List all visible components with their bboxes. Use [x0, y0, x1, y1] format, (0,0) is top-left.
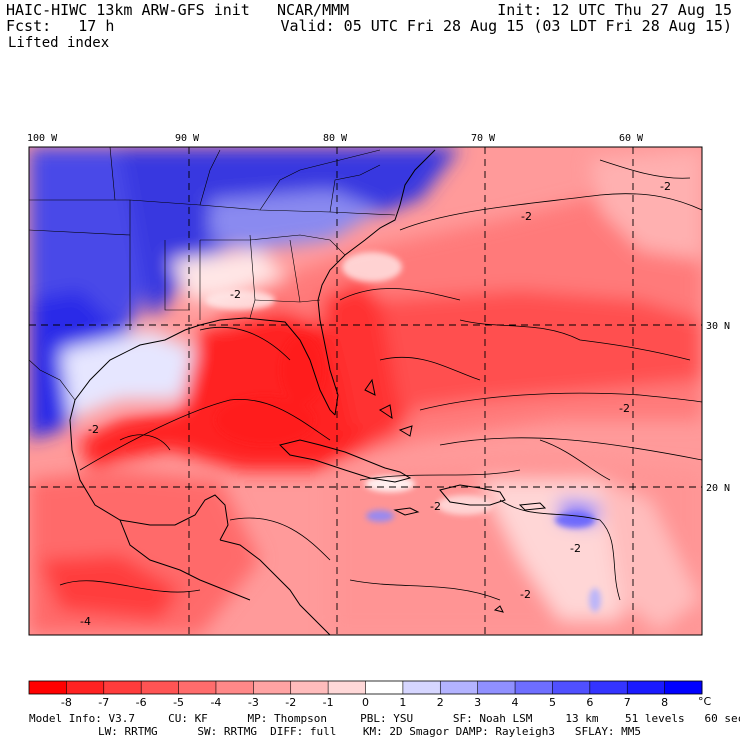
svg-text:-2: -2 — [660, 180, 671, 193]
colorbar-tick-label: -4 — [210, 696, 221, 709]
colorbar-swatch — [515, 681, 553, 694]
colorbar-tick-label: -2 — [285, 696, 296, 709]
colorbar-tick-label: -1 — [323, 696, 334, 709]
lon-label: 60 W — [619, 133, 644, 144]
forecast-hour: Fcst: 17 h — [6, 17, 115, 35]
lat-label: 20 N — [706, 483, 730, 494]
svg-text:-4: -4 — [80, 615, 91, 628]
colorbar-swatch — [66, 681, 105, 694]
colorbar-swatch — [253, 681, 292, 694]
colorbar-tick-label: 3 — [474, 696, 481, 709]
field-name: Lifted index — [8, 35, 110, 51]
colorbar-tick-label: -8 — [61, 696, 72, 709]
colorbar-swatch — [627, 681, 666, 694]
lifted-index-field: -2 -4 -2 -2 -2 -2 -2 -2 -2 — [29, 147, 702, 635]
init-time: Init: 12 UTC Thu 27 Aug 15 — [497, 1, 732, 19]
colorbar-swatch — [664, 681, 703, 694]
model-info-line1: Model Info: V3.7 CU: KF MP: Thompson PBL… — [29, 712, 740, 725]
lat-lon-grid — [29, 147, 702, 635]
colorbar-swatch — [141, 681, 180, 694]
colorbar-tick-label: 2 — [437, 696, 444, 709]
colorbar-tick-label: -5 — [173, 696, 184, 709]
colorbar-tick-label: 4 — [512, 696, 519, 709]
state-borders — [29, 147, 396, 401]
colorbar-tick-label: 1 — [399, 696, 406, 709]
colorbar-tick-label: 5 — [549, 696, 556, 709]
colorbar-swatch — [215, 681, 254, 694]
model-info-line2: LW: RRTMG SW: RRTMG DIFF: full KM: 2D Sm… — [98, 725, 642, 738]
svg-text:-2: -2 — [521, 210, 532, 223]
colorbar-swatch — [103, 681, 142, 694]
colorbar-swatch — [290, 681, 329, 694]
li-contours — [59, 159, 702, 601]
colorbar-swatch — [178, 681, 217, 694]
map-frame — [28, 146, 703, 636]
lon-label: 90 W — [175, 133, 200, 144]
colorbar-tick-label: -7 — [98, 696, 109, 709]
colorbar-unit: °C — [698, 695, 712, 708]
model-title: HAIC-HIWC 13km ARW-GFS init NCAR/MMM — [6, 1, 350, 19]
valid-time: Valid: 05 UTC Fri 28 Aug 15 (03 LDT Fri … — [280, 17, 732, 35]
colorbar-tick-label: -6 — [136, 696, 147, 709]
colorbar-swatch — [552, 681, 591, 694]
colorbar-tick-label: 8 — [661, 696, 668, 709]
colorbar-swatch — [328, 681, 366, 694]
svg-text:-2: -2 — [570, 542, 581, 555]
lat-label: 30 N — [706, 321, 730, 332]
colorbar-swatch — [402, 681, 441, 694]
svg-text:-2: -2 — [619, 402, 630, 415]
svg-text:-2: -2 — [230, 288, 241, 301]
colorbar: -8 -7 -6 -5 -4 -3 -2 -1 0 1 2 3 4 5 6 7 8 °C — [28, 680, 712, 709]
lon-label: 100 W — [27, 133, 58, 144]
coastlines — [69, 149, 547, 635]
lon-label: 80 W — [323, 133, 348, 144]
colorbar-swatch — [440, 681, 479, 694]
svg-text:-2: -2 — [88, 423, 99, 436]
colorbar-swatch — [29, 681, 67, 694]
svg-text:-2: -2 — [430, 500, 441, 513]
colorbar-tick-label: 6 — [586, 696, 593, 709]
svg-text:-2: -2 — [520, 588, 531, 601]
colorbar-swatch — [589, 681, 628, 694]
colorbar-swatch — [365, 681, 404, 694]
colorbar-swatch — [477, 681, 516, 694]
colorbar-tick-label: 0 — [362, 696, 369, 709]
colorbar-tick-label: 7 — [624, 696, 631, 709]
colorbar-tick-label: -3 — [248, 696, 259, 709]
lon-label: 70 W — [471, 133, 496, 144]
